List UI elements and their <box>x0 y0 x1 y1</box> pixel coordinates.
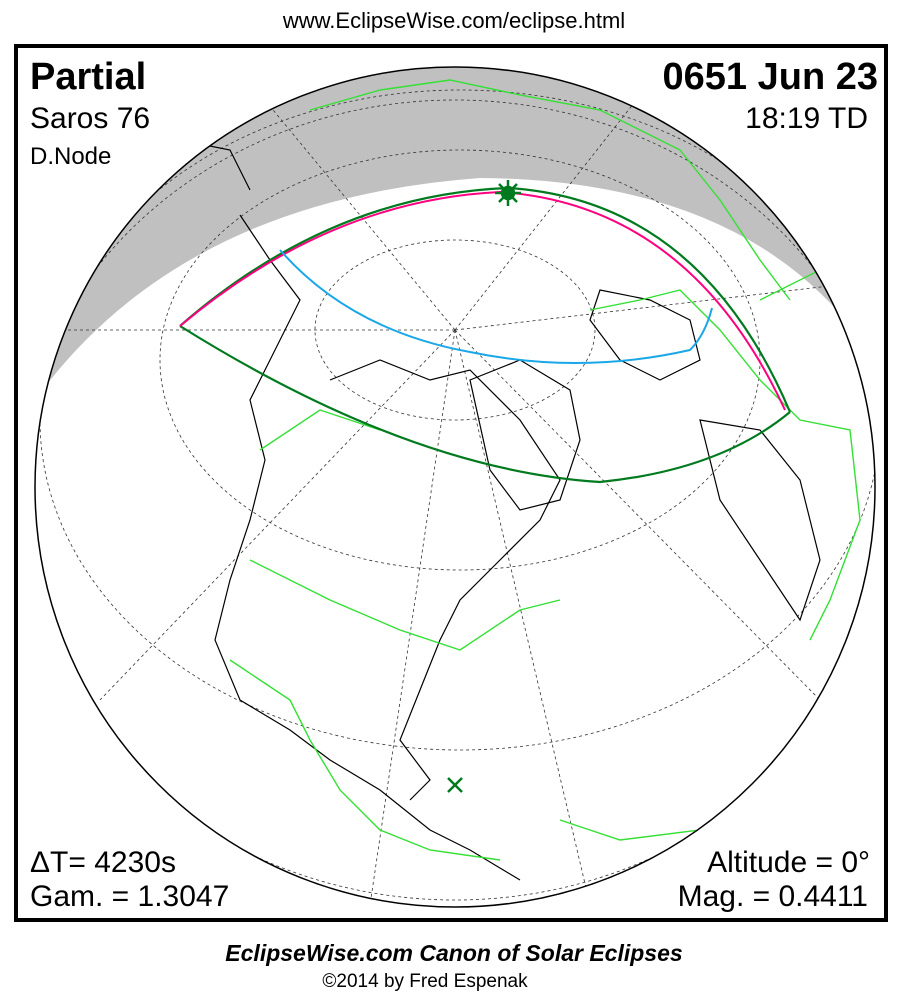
altitude: Altitude = 0° <box>707 846 870 879</box>
delta-t: ΔT= 4230s <box>30 846 176 879</box>
map-frame <box>14 44 888 922</box>
sun-star-icon <box>495 180 521 206</box>
southern-limit-curve <box>179 325 791 484</box>
graticule <box>35 69 875 906</box>
mid-eclipse-curve <box>279 249 713 365</box>
eclipse-date: 0651 Jun 23 <box>662 56 878 98</box>
saros-number: Saros 76 <box>30 102 151 135</box>
night-shade <box>35 67 875 400</box>
footer-title: EclipseWise.com Canon of Solar Eclipses <box>225 940 683 966</box>
eclipse-time: 18:19 TD <box>745 102 868 135</box>
eclipse-type: Partial <box>30 56 147 98</box>
header-url: www.EclipseWise.com/eclipse.html <box>282 8 626 33</box>
magnitude: Mag. = 0.4411 <box>677 880 868 913</box>
coastlines <box>119 119 821 881</box>
globe-outline <box>34 66 876 908</box>
greatest-eclipse-x-icon <box>447 777 463 793</box>
footer-copyright: ©2014 by Fred Espenak <box>322 971 528 992</box>
node: D.Node <box>30 143 112 170</box>
gamma: Gam. = 1.3047 <box>30 880 230 913</box>
